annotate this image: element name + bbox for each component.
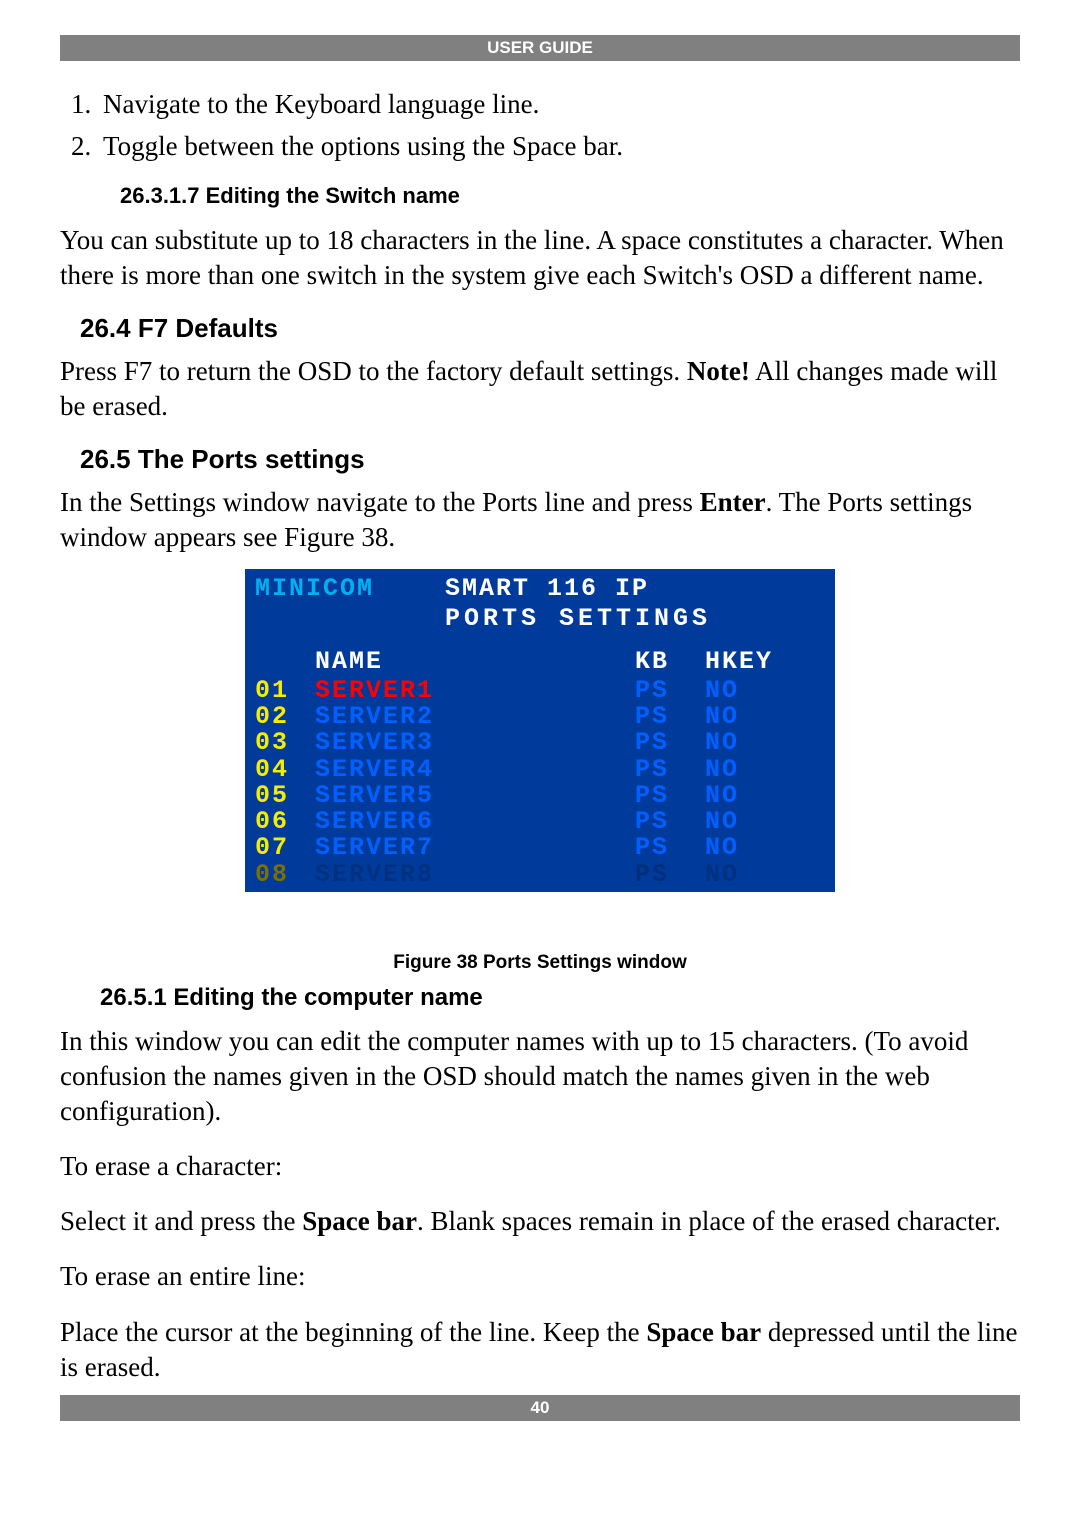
- osd-row-num: 05: [255, 783, 315, 809]
- numbered-instructions: Navigate to the Keyboard language line. …: [60, 86, 1020, 165]
- osd-row-name: SERVER8: [315, 862, 635, 888]
- osd-title-row: MINICOM SMART 116 IP: [245, 569, 835, 605]
- osd-row-name: SERVER7: [315, 835, 635, 861]
- osd-header-row: NAME KB HKEY: [245, 646, 835, 678]
- osd-row: 04SERVER4PSNO: [245, 757, 835, 783]
- osd-row-kb: PS: [635, 862, 705, 888]
- list-item-2: Toggle between the options using the Spa…: [98, 128, 1020, 164]
- osd-row-name: SERVER2: [315, 704, 635, 730]
- osd-row: 01SERVER1PSNO: [245, 678, 835, 704]
- text-a: Select it and press the: [60, 1206, 302, 1236]
- osd-row: 08SERVER8PSNO: [245, 862, 835, 888]
- osd-row-kb: PS: [635, 730, 705, 756]
- osd-col-name-header: NAME: [315, 648, 635, 676]
- para-defaults-a: Press F7 to return the OSD to the factor…: [60, 356, 687, 386]
- osd-row-hkey: NO: [705, 809, 805, 835]
- osd-row-name: SERVER1: [315, 678, 635, 704]
- osd-row-kb: PS: [635, 678, 705, 704]
- osd-row: 02SERVER2PSNO: [245, 704, 835, 730]
- osd-row-kb: PS: [635, 783, 705, 809]
- para-erase-line: To erase an entire line:: [60, 1259, 1020, 1294]
- note-bold: Note!: [687, 356, 750, 386]
- osd-row-hkey: NO: [705, 835, 805, 861]
- osd-row-num: 08: [255, 862, 315, 888]
- figure-caption: Figure 38 Ports Settings window: [60, 952, 1020, 974]
- osd-row-num: 07: [255, 835, 315, 861]
- osd-row-hkey: NO: [705, 678, 805, 704]
- para-defaults: Press F7 to return the OSD to the factor…: [60, 354, 1020, 424]
- osd-row-num: 01: [255, 678, 315, 704]
- para-spacebar2: Place the cursor at the beginning of the…: [60, 1315, 1020, 1385]
- osd-row-kb: PS: [635, 757, 705, 783]
- osd-screen: MINICOM SMART 116 IP PORTS SETTINGS NAME…: [245, 569, 835, 892]
- osd-row-kb: PS: [635, 835, 705, 861]
- para-ports-a: In the Settings window navigate to the P…: [60, 487, 700, 517]
- spacebar-bold-2: Space bar: [646, 1317, 761, 1347]
- heading-26-4: 26.4 F7 Defaults: [80, 313, 1020, 344]
- osd-row-name: SERVER3: [315, 730, 635, 756]
- osd-row-hkey: NO: [705, 704, 805, 730]
- osd-row-num: 06: [255, 809, 315, 835]
- osd-row-kb: PS: [635, 809, 705, 835]
- osd-row: 05SERVER5PSNO: [245, 783, 835, 809]
- osd-row-hkey: NO: [705, 783, 805, 809]
- osd-row-kb: PS: [635, 704, 705, 730]
- osd-row-num: 04: [255, 757, 315, 783]
- osd-row-name: SERVER6: [315, 809, 635, 835]
- text-c: Place the cursor at the beginning of the…: [60, 1317, 646, 1347]
- footer-page-bar: 40: [60, 1395, 1020, 1421]
- spacebar-bold-1: Space bar: [302, 1206, 417, 1236]
- osd-title: SMART 116 IP: [445, 575, 649, 603]
- osd-row-num: 03: [255, 730, 315, 756]
- osd-row: 06SERVER6PSNO: [245, 809, 835, 835]
- osd-col-kb-header: KB: [635, 648, 705, 676]
- osd-row-name: SERVER5: [315, 783, 635, 809]
- osd-row-hkey: NO: [705, 730, 805, 756]
- para-spacebar1: Select it and press the Space bar. Blank…: [60, 1204, 1020, 1239]
- osd-row-hkey: NO: [705, 757, 805, 783]
- heading-26-5-1: 26.5.1 Editing the computer name: [100, 984, 1020, 1012]
- osd-subtitle: PORTS SETTINGS: [245, 605, 835, 633]
- text-b: . Blank spaces remain in place of the er…: [417, 1206, 1001, 1236]
- osd-row-hkey: NO: [705, 862, 805, 888]
- osd-row-name: SERVER4: [315, 757, 635, 783]
- header-bar: USER GUIDE: [60, 35, 1020, 61]
- osd-figure-container: MINICOM SMART 116 IP PORTS SETTINGS NAME…: [245, 569, 835, 942]
- para-erase-char: To erase a character:: [60, 1149, 1020, 1184]
- osd-col-hkey-header: HKEY: [705, 648, 805, 676]
- osd-row: 03SERVER3PSNO: [245, 730, 835, 756]
- heading-26-3-1-7: 26.3.1.7 Editing the Switch name: [120, 183, 1020, 209]
- osd-col-num-blank: [255, 648, 315, 676]
- enter-bold: Enter: [700, 487, 766, 517]
- list-item-1: Navigate to the Keyboard language line.: [98, 86, 1020, 122]
- heading-26-5: 26.5 The Ports settings: [80, 444, 1020, 475]
- osd-brand: MINICOM: [255, 575, 445, 603]
- osd-row: 07SERVER7PSNO: [245, 835, 835, 861]
- para-ports-settings: In the Settings window navigate to the P…: [60, 485, 1020, 555]
- para-edit-computer: In this window you can edit the computer…: [60, 1024, 1020, 1129]
- osd-row-num: 02: [255, 704, 315, 730]
- osd-rows-container: 01SERVER1PSNO02SERVER2PSNO03SERVER3PSNO0…: [245, 678, 835, 888]
- para-switchname: You can substitute up to 18 characters i…: [60, 223, 1020, 293]
